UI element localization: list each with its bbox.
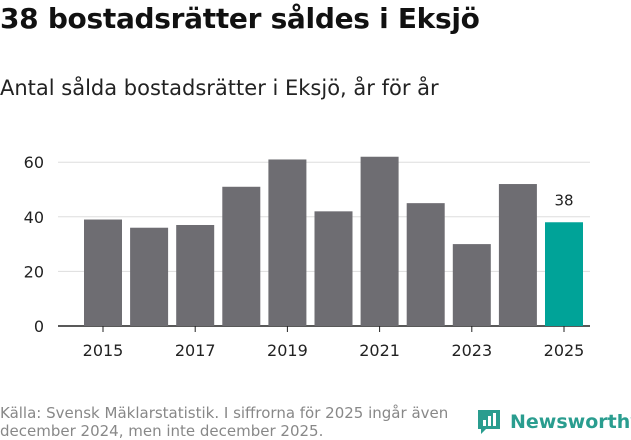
chart-title: 38 bostadsrätter såldes i Eksjö xyxy=(0,2,480,35)
bar-2024 xyxy=(498,184,537,326)
bar-2025 xyxy=(545,222,583,326)
y-tick-label: 60 xyxy=(24,153,44,172)
x-tick-label: 2021 xyxy=(359,341,400,360)
x-tick-label: 2025 xyxy=(544,341,585,360)
x-tick-label: 2023 xyxy=(451,341,492,360)
bar-2021 xyxy=(360,156,399,326)
bar-2022 xyxy=(406,203,445,326)
bar-2019 xyxy=(268,159,307,326)
y-tick-label: 0 xyxy=(34,317,44,336)
newsworthy-icon xyxy=(478,410,500,434)
brand-name: Newsworthy xyxy=(510,411,631,433)
bar-2017 xyxy=(176,224,215,326)
newsworthy-logo: Newsworthy xyxy=(476,408,631,436)
chart-subtitle: Antal sålda bostadsrätter i Eksjö, år fö… xyxy=(0,76,439,100)
y-tick-label: 20 xyxy=(24,262,44,281)
y-tick-label: 40 xyxy=(24,208,44,227)
data-label: 38 xyxy=(554,191,573,209)
bar-2020 xyxy=(314,211,353,326)
bar-2018 xyxy=(222,186,261,326)
bar-2016 xyxy=(130,227,169,326)
bar-chart: 0 20 40 60 2015 2017 2019 2021 2023 2025 38 xyxy=(24,153,590,360)
source-note: Källa: Svensk Mäklarstatistik. I siffror… xyxy=(0,404,449,440)
x-tick-label: 2015 xyxy=(83,341,124,360)
x-tick-label: 2019 xyxy=(267,341,308,360)
x-tick-label: 2017 xyxy=(175,341,216,360)
bar-2015 xyxy=(84,219,122,326)
bar-2023 xyxy=(452,244,491,326)
